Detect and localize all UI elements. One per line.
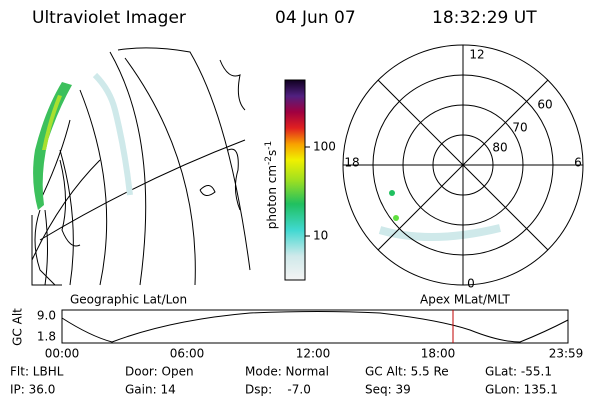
mlt-label: 18 (344, 156, 359, 170)
aurora-faint (92, 72, 133, 196)
lat-label: 70 (512, 121, 527, 135)
colorbar-label: photon cm-2s-1 (264, 141, 279, 230)
header: Ultraviolet Imager 04 Jun 07 18:32:29 UT (32, 8, 537, 28)
colorbar: 100 10 photon cm-2s-1 (264, 79, 336, 281)
info-field: GC Alt: 5.5 Re (365, 365, 449, 379)
colorbar-tick: 100 (313, 140, 336, 154)
aurora-core (42, 95, 62, 150)
colorbar-tick: 10 (313, 229, 328, 243)
info-field: Flt: LBHL (10, 365, 64, 379)
date: 04 Jun 07 (275, 8, 356, 28)
x-label: 23:59 (549, 347, 584, 361)
info-field: Dsp: -7.0 (245, 383, 311, 397)
info-field: GLat: -55.1 (485, 365, 552, 379)
axis-label: GC Alt (11, 308, 25, 346)
info-field: IP: 36.0 (10, 383, 55, 397)
x-label: 00:00 (45, 347, 80, 361)
lat-label: 80 (492, 141, 507, 155)
y-label: 9.0 (37, 309, 56, 323)
colorbar-scale (284, 79, 306, 281)
title: Ultraviolet Imager (32, 8, 186, 28)
y-label: 1.8 (37, 330, 56, 344)
x-label: 12:00 (296, 347, 331, 361)
mlt-label: 0 (467, 277, 475, 291)
info-field: Gain: 14 (125, 383, 176, 397)
info-field: Door: Open (125, 365, 194, 379)
geo-map (31, 47, 251, 286)
polar-plot: 12 18 6 0 60 70 80 (342, 44, 584, 291)
time: 18:32:29 UT (432, 8, 537, 28)
mlt-label: 12 (469, 48, 484, 62)
info-field: GLon: 135.1 (485, 383, 558, 397)
mlt-label: 6 (574, 156, 582, 170)
timeline-title: Apex MLat/MLT (420, 293, 510, 307)
info-field: Mode: Normal (245, 365, 329, 379)
info-panel: Flt: LBHL Door: Open Mode: Normal GC Alt: 5… (10, 365, 558, 397)
lat-label: 60 (537, 98, 552, 112)
info-field: Seq: 39 (365, 383, 411, 397)
x-label: 18:00 (421, 347, 456, 361)
aurora (33, 82, 72, 210)
x-label: 06:00 (170, 347, 205, 361)
timeline: Geographic Lat/Lon Apex MLat/MLT GC Alt … (11, 293, 584, 361)
timeline-title: Geographic Lat/Lon (70, 293, 187, 307)
